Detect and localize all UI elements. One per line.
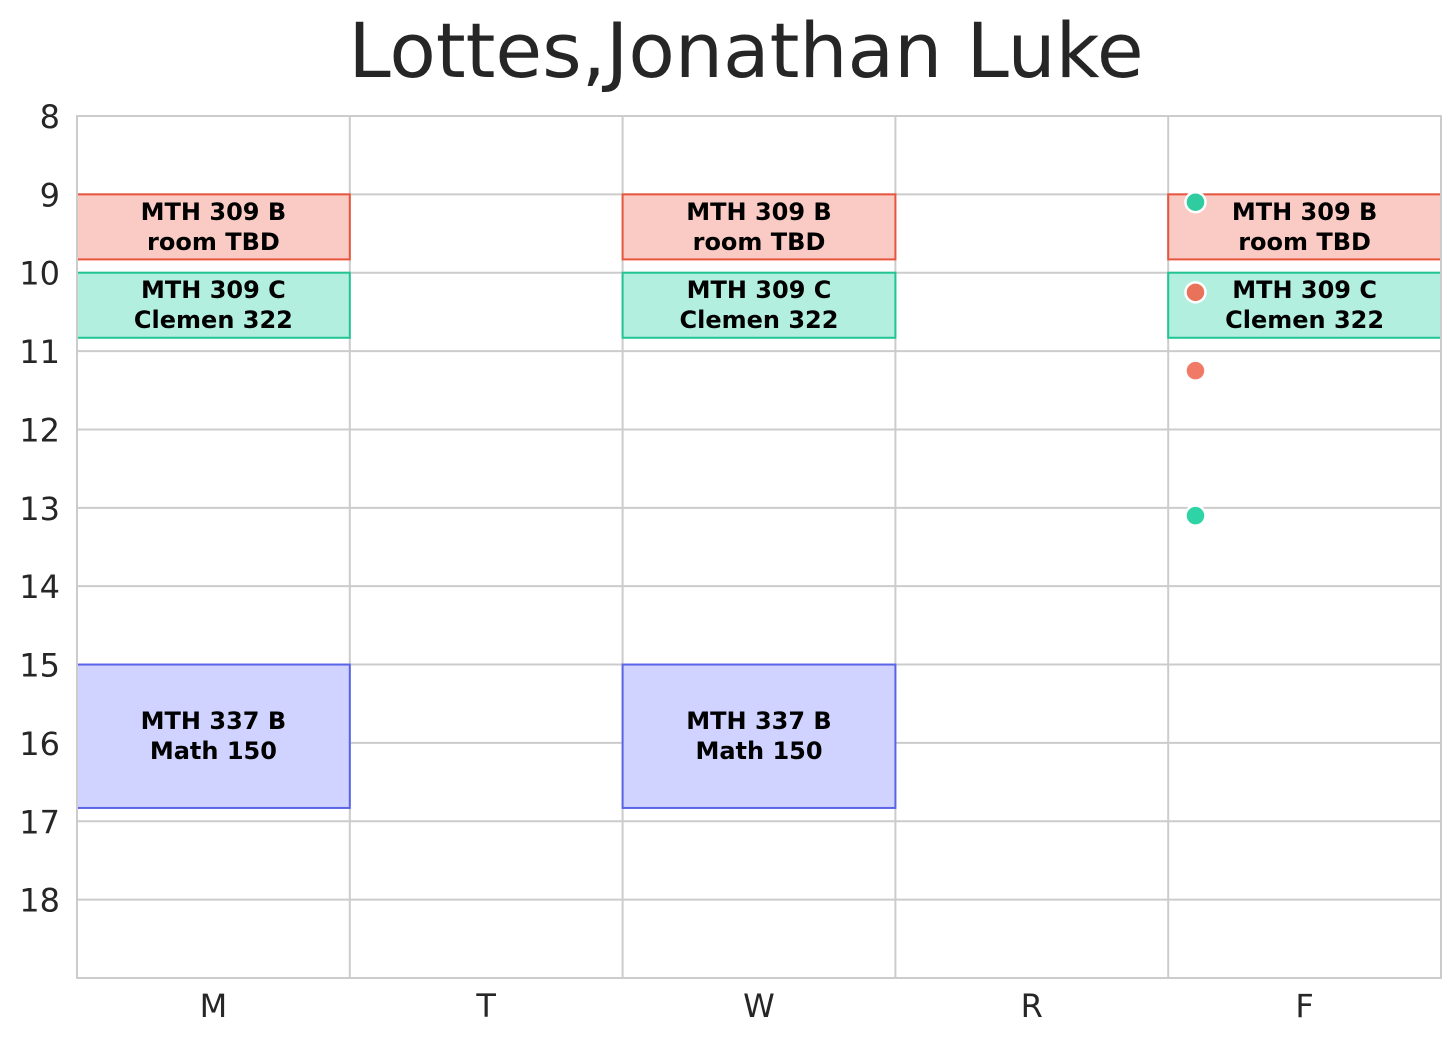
y-tick-label: 11 bbox=[19, 333, 60, 371]
x-tick-label: W bbox=[743, 987, 775, 1025]
course-room-label: Clemen 322 bbox=[134, 306, 293, 334]
y-tick-label: 15 bbox=[19, 647, 60, 685]
course-room-label: Math 150 bbox=[695, 737, 822, 765]
marker-point bbox=[1184, 504, 1207, 527]
course-room-label: room TBD bbox=[693, 228, 826, 256]
course-room-label: Math 150 bbox=[150, 737, 277, 765]
marker-point bbox=[1184, 190, 1207, 214]
y-tick-label: 12 bbox=[19, 411, 60, 449]
plot-frame bbox=[76, 115, 1442, 979]
course-room-label: Clemen 322 bbox=[1225, 306, 1384, 334]
course-room-label: Clemen 322 bbox=[680, 306, 839, 334]
y-tick-label: 18 bbox=[19, 882, 60, 920]
y-tick-label: 10 bbox=[19, 255, 60, 293]
y-tick-label: 16 bbox=[19, 725, 60, 763]
y-tick-label: 14 bbox=[19, 568, 60, 606]
x-tick-label: M bbox=[200, 987, 228, 1025]
course-code-label: MTH 309 C bbox=[1232, 276, 1377, 304]
course-code-label: MTH 337 B bbox=[141, 707, 286, 735]
course-code-label: MTH 337 B bbox=[686, 707, 831, 735]
x-tick-label: F bbox=[1295, 987, 1313, 1025]
marker-layer bbox=[1184, 190, 1207, 527]
course-block-rect bbox=[76, 271, 351, 339]
course-room-label: room TBD bbox=[147, 228, 280, 256]
course-block-rect bbox=[621, 663, 897, 809]
y-tick-label: 9 bbox=[40, 176, 60, 214]
marker-point bbox=[1184, 359, 1207, 382]
chart-title: Lottes,Jonathan Luke bbox=[348, 6, 1143, 95]
course-room-label: room TBD bbox=[1238, 228, 1371, 256]
y-axis-ticks: 8 9 10 11 12 13 14 15 16 17 18 bbox=[19, 98, 60, 920]
course-code-label: MTH 309 B bbox=[686, 198, 831, 226]
course-code-label: MTH 309 B bbox=[141, 198, 286, 226]
course-block-rect bbox=[621, 193, 897, 261]
course-code-label: MTH 309 C bbox=[687, 276, 832, 304]
course-code-label: MTH 309 B bbox=[1232, 198, 1377, 226]
course-code-label: MTH 309 C bbox=[141, 276, 286, 304]
y-tick-label: 13 bbox=[19, 490, 60, 528]
course-block-rect bbox=[76, 663, 351, 809]
marker-point bbox=[1184, 281, 1207, 304]
y-tick-label: 17 bbox=[19, 803, 60, 841]
x-tick-label: R bbox=[1021, 987, 1043, 1025]
course-block-rect bbox=[621, 271, 897, 339]
course-block-rect bbox=[1167, 271, 1442, 339]
x-tick-label: T bbox=[475, 987, 496, 1025]
course-block-rect bbox=[1167, 193, 1442, 261]
y-tick-label: 8 bbox=[40, 98, 60, 136]
